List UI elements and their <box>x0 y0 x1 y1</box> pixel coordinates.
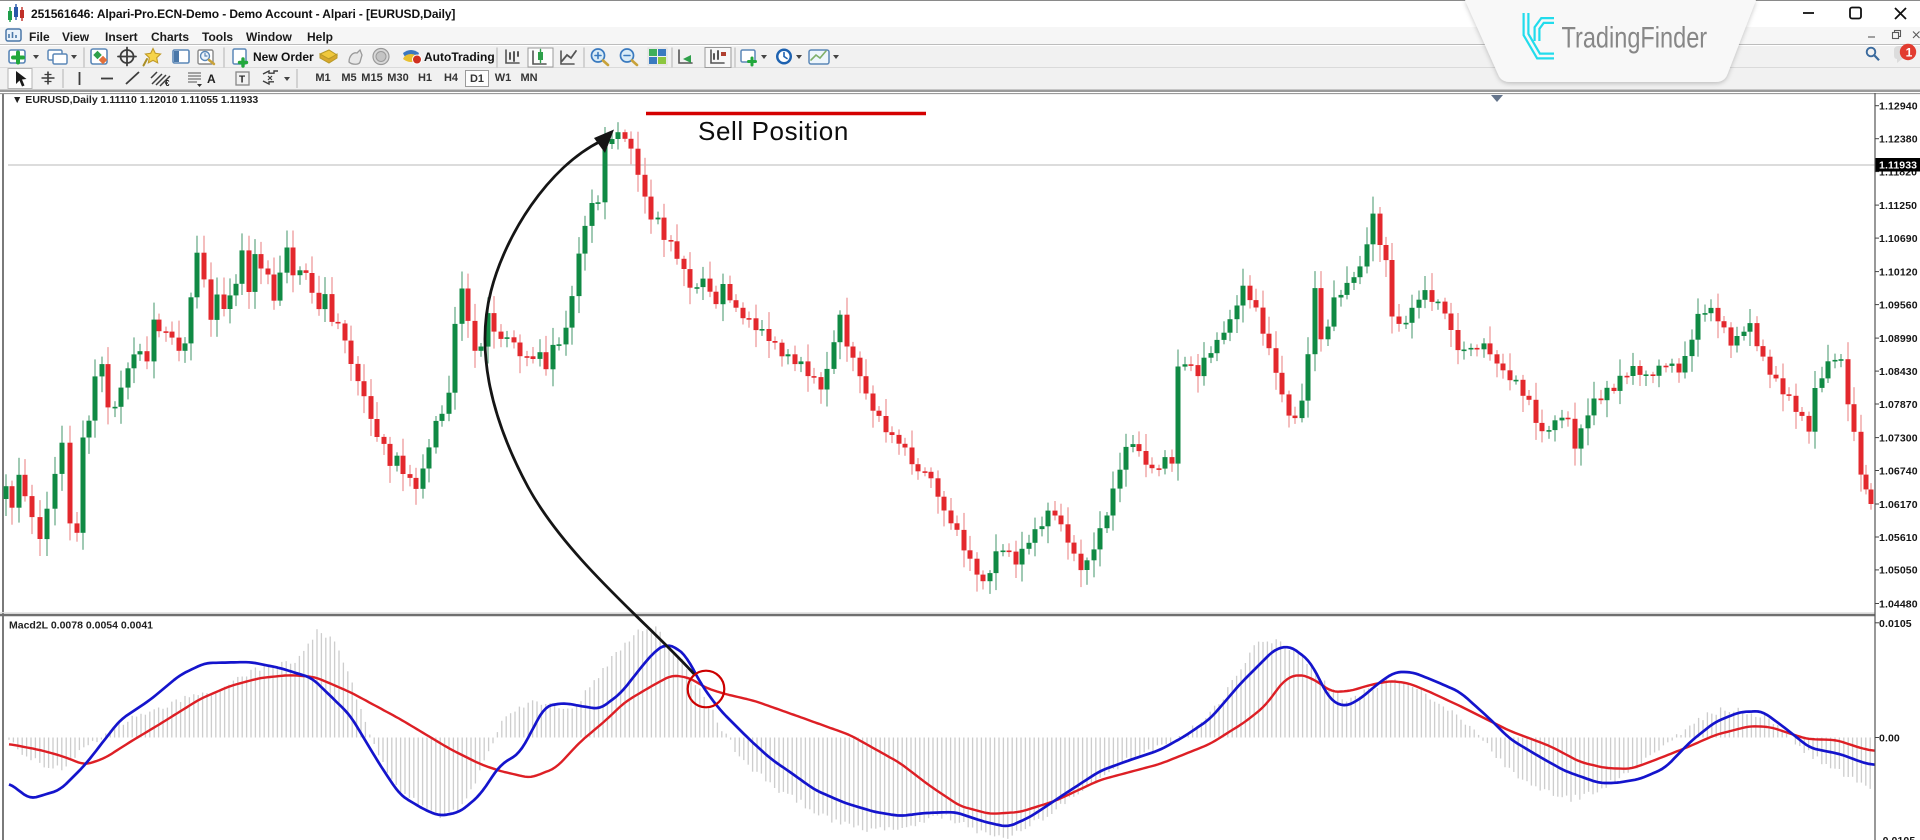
svg-text:1.09560: 1.09560 <box>1879 299 1918 311</box>
svg-text:1.12940: 1.12940 <box>1879 101 1918 113</box>
svg-text:1.07870: 1.07870 <box>1879 399 1918 411</box>
svg-text:1.06170: 1.06170 <box>1879 499 1918 511</box>
svg-text:1.07300: 1.07300 <box>1879 432 1918 444</box>
svg-text:1: 1 <box>1906 46 1913 60</box>
svg-text:A: A <box>207 72 216 86</box>
svg-text:1.11250: 1.11250 <box>1879 200 1917 212</box>
svg-text:▼ EURUSD,Daily 1.11110 1.1201: ▼ EURUSD,Daily 1.11110 1.12010 1.11055 1… <box>12 94 258 106</box>
svg-text:-0.0105: -0.0105 <box>1879 835 1915 840</box>
svg-text:1.05610: 1.05610 <box>1879 532 1918 544</box>
svg-text:1.08990: 1.08990 <box>1879 333 1918 345</box>
svg-text:T: T <box>239 75 245 86</box>
svg-text:Macd2L 0.0078 0.0054 0.0041: Macd2L 0.0078 0.0054 0.0041 <box>9 620 153 632</box>
svg-text:0.00: 0.00 <box>1879 733 1900 745</box>
svg-text:1.10120: 1.10120 <box>1879 266 1918 278</box>
svg-text:1.04480: 1.04480 <box>1879 598 1918 610</box>
svg-text:1.10690: 1.10690 <box>1879 233 1918 245</box>
svg-text:0.0105: 0.0105 <box>1879 618 1912 630</box>
svg-text:Sell Position: Sell Position <box>698 116 849 146</box>
svg-text:TradingFinder: TradingFinder <box>1562 21 1708 54</box>
svg-text:1.05050: 1.05050 <box>1879 565 1918 577</box>
svg-text:1.11933: 1.11933 <box>1879 160 1917 172</box>
svg-text:1.08430: 1.08430 <box>1879 366 1918 378</box>
svg-text:AutoTrading: AutoTrading <box>424 50 495 64</box>
svg-text:1.12380: 1.12380 <box>1879 134 1918 146</box>
svg-text:New Order: New Order <box>253 50 314 64</box>
svg-text:€: € <box>165 79 170 88</box>
svg-text:1.06740: 1.06740 <box>1879 465 1918 477</box>
